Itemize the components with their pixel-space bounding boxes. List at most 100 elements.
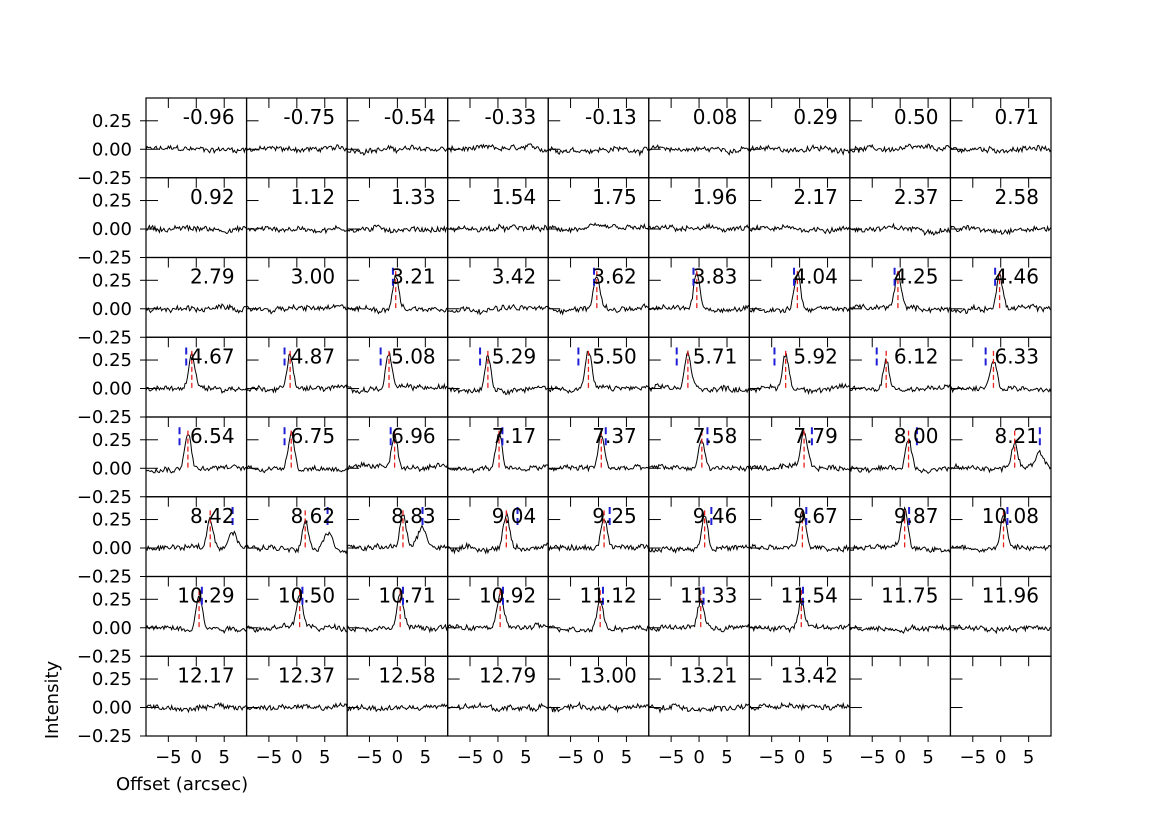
spectrum-trace — [346, 593, 449, 634]
x-tick-label: 0 — [291, 747, 302, 768]
spectrum-trace — [447, 591, 549, 632]
spectrum-trace — [748, 353, 851, 396]
spectrum-trace — [547, 276, 649, 316]
spectrum-trace — [246, 144, 348, 155]
spectrum-trace — [648, 222, 750, 233]
panel-velocity-label: -0.54 — [384, 105, 436, 129]
panel-velocity-label: 0.71 — [994, 105, 1039, 129]
y-tick-label: 0.25 — [92, 430, 132, 451]
spectrum-panel: 6.54 — [145, 416, 248, 498]
spectrum-trace — [447, 143, 549, 154]
spectrum-trace — [547, 598, 650, 634]
spectrum-trace — [648, 144, 750, 156]
x-tick-label: 5 — [822, 747, 833, 768]
spectrum-panel: 9.46 — [648, 496, 750, 578]
spectrum-trace — [246, 595, 348, 633]
spectrum-trace — [849, 357, 951, 393]
spectrum-panel: 7.58 — [648, 416, 750, 498]
panel-velocity-label: 5.92 — [793, 344, 838, 368]
panel-velocity-label: 11.12 — [580, 584, 637, 608]
y-tick-label: 0.25 — [92, 669, 132, 690]
spectrum-trace — [648, 703, 750, 714]
spectrum-trace — [547, 222, 650, 234]
spectrum-trace — [748, 509, 851, 553]
x-tick-label: −5 — [356, 747, 383, 768]
panel-velocity-label: 0.50 — [894, 105, 939, 129]
spectrum-trace — [949, 144, 1052, 154]
y-tick-label: 0.00 — [92, 379, 132, 400]
panel-velocity-label: 2.79 — [190, 265, 235, 289]
spectrum-trace — [246, 702, 348, 712]
spectrum-trace — [849, 438, 951, 475]
y-tick-label: −0.25 — [77, 567, 132, 588]
spectrum-trace — [648, 349, 750, 394]
panel-velocity-label: -0.13 — [585, 105, 637, 129]
spectrum-panel: 0.50 — [849, 97, 952, 179]
y-tick-label: 0.25 — [92, 510, 132, 531]
spectrum-panel: 3.21 — [346, 256, 449, 338]
spectrum-trace — [346, 224, 449, 234]
panel-velocity-label: 10.71 — [378, 584, 435, 608]
spectrum-panel: 5.08 — [346, 336, 449, 418]
panel-velocity-label: 7.79 — [793, 424, 838, 448]
panel-velocity-label: 3.83 — [693, 265, 738, 289]
spectrum-trace — [648, 439, 750, 473]
y-tick-label: 0.00 — [92, 219, 132, 240]
panel-velocity-label: 1.54 — [492, 185, 537, 209]
x-tick-label: −5 — [960, 747, 987, 768]
panel-velocity-label: 11.96 — [982, 584, 1039, 608]
panel-velocity-label: 12.37 — [278, 663, 335, 687]
panel-velocity-label: 3.00 — [291, 265, 336, 289]
panel-grid: -0.96 -0.75 -0.54 -0.33 -0.13 0.08 0.29 0.50 0.7… — [145, 97, 1052, 737]
spectrum-trace — [346, 352, 448, 395]
panel-velocity-label: 1.96 — [693, 185, 738, 209]
panel-velocity-label: 7.58 — [693, 424, 738, 448]
x-tick-label: 5 — [1023, 747, 1034, 768]
y-tick-label: 0.25 — [92, 350, 132, 371]
spectrum-panel: 0.92 — [145, 177, 248, 259]
panel-velocity-label: 9.25 — [592, 504, 637, 528]
x-tick-label: 0 — [593, 747, 604, 768]
panel-velocity-label: 4.87 — [291, 344, 336, 368]
spectrum-trace — [145, 701, 247, 714]
spectrum-panel: 7.79 — [748, 416, 851, 498]
spectrum-trace — [447, 352, 549, 396]
panel-velocity-label: 0.08 — [693, 105, 738, 129]
spectrum-panel: 8.21 — [949, 416, 1052, 498]
y-tick-label: 0.00 — [92, 538, 132, 559]
spectrum-trace — [648, 270, 750, 314]
spectrum-trace — [547, 145, 650, 157]
spectrum-trace — [748, 144, 851, 156]
x-tick-label: 0 — [693, 747, 704, 768]
panel-velocity-label: 1.75 — [592, 185, 637, 209]
spectrum-trace — [447, 303, 549, 316]
spectrum-panel: 5.71 — [648, 336, 750, 418]
x-tick-label: −5 — [758, 747, 785, 768]
spectrum-trace — [949, 439, 1052, 474]
y-tick-label: −0.25 — [77, 168, 132, 189]
panel-velocity-label: -0.75 — [283, 105, 335, 129]
y-tick-label: 0.25 — [92, 191, 132, 212]
spectrum-panel: 9.04 — [447, 496, 549, 578]
spectrum-trace — [648, 597, 750, 633]
spectrum-trace — [145, 224, 247, 235]
x-tick-label: 5 — [218, 747, 229, 768]
spectrum-panel: 4.46 — [949, 256, 1052, 338]
y-tick-label: −0.25 — [77, 646, 132, 667]
spectrum-trace — [748, 273, 851, 314]
panel-velocity-label: 4.25 — [894, 265, 939, 289]
spectrum-panel: 12.79 — [447, 655, 549, 737]
panel-velocity-label: 1.33 — [391, 185, 436, 209]
spectrum-trace — [949, 271, 1052, 315]
panel-velocity-label: -0.33 — [484, 105, 536, 129]
spectrum-trace — [447, 701, 549, 713]
spectrum-panel: 11.33 — [648, 575, 750, 657]
spectrum-trace — [849, 506, 951, 553]
x-tick-label: −5 — [457, 747, 484, 768]
panel-velocity-label: 4.46 — [994, 265, 1039, 289]
spectrum-trace — [748, 600, 851, 634]
panel-velocity-label: 5.29 — [492, 344, 537, 368]
y-tick-label: 0.00 — [92, 458, 132, 479]
panel-velocity-label: -0.96 — [183, 105, 235, 129]
